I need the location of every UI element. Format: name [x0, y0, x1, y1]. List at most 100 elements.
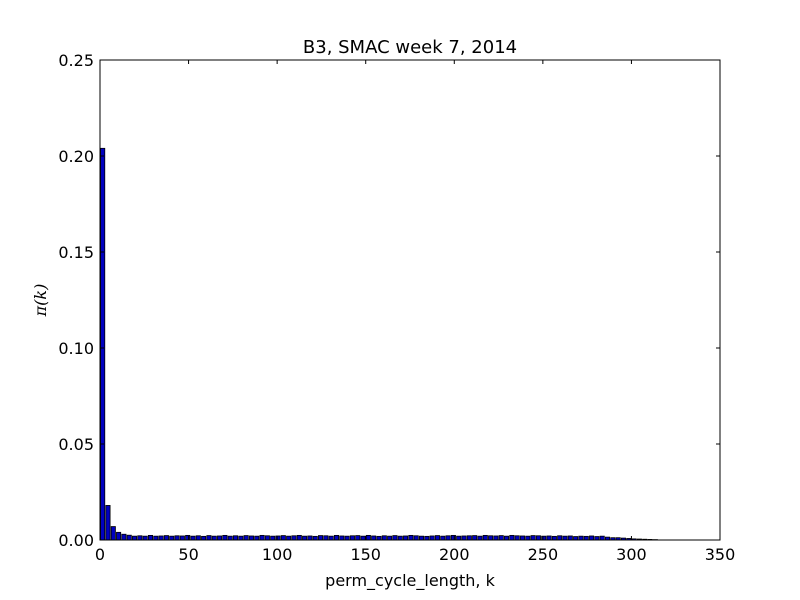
bar [312, 535, 318, 541]
bar [445, 535, 451, 541]
bar [179, 535, 185, 541]
y-axis-label: π(k) [31, 284, 50, 318]
bar [323, 535, 329, 541]
bar [493, 535, 499, 541]
bar [105, 505, 111, 541]
bar [318, 535, 324, 541]
bar [280, 535, 286, 541]
bar [594, 536, 600, 541]
bar [509, 534, 515, 541]
x-tick-label: 100 [262, 545, 293, 564]
bar [238, 535, 244, 541]
bar [132, 535, 138, 541]
bar [456, 535, 462, 541]
bar [100, 147, 106, 541]
x-tick-label: 350 [705, 545, 736, 564]
bar [440, 535, 446, 541]
bar [302, 535, 308, 541]
bar [286, 535, 292, 541]
bar [392, 535, 398, 541]
x-tick-label: 300 [616, 545, 647, 564]
bar [461, 535, 467, 541]
bar [387, 535, 393, 541]
bar [408, 534, 414, 541]
bar [424, 535, 430, 541]
bar [472, 535, 478, 541]
bar [227, 535, 233, 541]
bar [599, 535, 605, 541]
bar [546, 535, 552, 541]
bar [116, 531, 122, 541]
bar [371, 535, 377, 541]
bar [482, 534, 488, 541]
bar [190, 535, 196, 541]
bar [137, 535, 143, 541]
x-axis-label: perm_cycle_length, k [325, 571, 495, 591]
bar [259, 534, 265, 541]
bar [195, 535, 201, 541]
bar [211, 535, 217, 541]
bar [110, 526, 116, 541]
bar [121, 533, 127, 541]
bar [185, 534, 191, 541]
bar [349, 535, 355, 541]
x-tick-label: 50 [178, 545, 198, 564]
bar [403, 535, 409, 541]
bar [535, 535, 541, 541]
bar [158, 535, 164, 541]
bar [248, 535, 254, 541]
bar [217, 535, 223, 541]
bar [466, 535, 472, 541]
bar [530, 535, 536, 541]
bar [498, 535, 504, 541]
bar [153, 535, 159, 541]
bar [589, 535, 595, 541]
bar [519, 535, 526, 541]
bar [339, 535, 345, 541]
x-tick-label: 250 [528, 545, 559, 564]
bar [147, 534, 154, 541]
bar [169, 535, 175, 541]
bar [376, 535, 382, 541]
y-tick-label: 0.00 [58, 531, 94, 550]
bar [163, 535, 169, 541]
bar [434, 535, 440, 541]
bar [328, 535, 334, 541]
x-tick-label: 200 [439, 545, 470, 564]
bar [254, 535, 260, 541]
bar [126, 534, 132, 541]
y-tick-label: 0.05 [58, 435, 94, 454]
bar [557, 535, 563, 541]
bar [243, 535, 249, 541]
chart-title: B3, SMAC week 7, 2014 [303, 37, 517, 58]
bar [291, 535, 297, 541]
bar [174, 535, 180, 541]
bar [413, 535, 419, 541]
bar [355, 535, 361, 541]
bar [477, 535, 483, 541]
bar [264, 535, 270, 541]
bar [567, 535, 573, 541]
bar [222, 534, 228, 541]
bar [397, 535, 403, 541]
bar [201, 535, 207, 541]
y-tick-label: 0.10 [58, 339, 94, 358]
bar [206, 535, 212, 541]
bar [381, 535, 387, 541]
bar [333, 534, 340, 541]
plot-frame [99, 59, 721, 541]
bar [578, 535, 584, 541]
bar [365, 534, 371, 541]
x-tick-label: 150 [350, 545, 381, 564]
x-tick-label: 0 [95, 545, 105, 564]
bar [296, 534, 302, 541]
bar [450, 534, 456, 541]
bar [307, 535, 313, 541]
y-tick-label: 0.15 [58, 243, 94, 262]
bar [429, 535, 435, 541]
bar [488, 535, 494, 541]
bar [562, 535, 568, 541]
bar [360, 535, 366, 541]
bar [514, 535, 520, 541]
